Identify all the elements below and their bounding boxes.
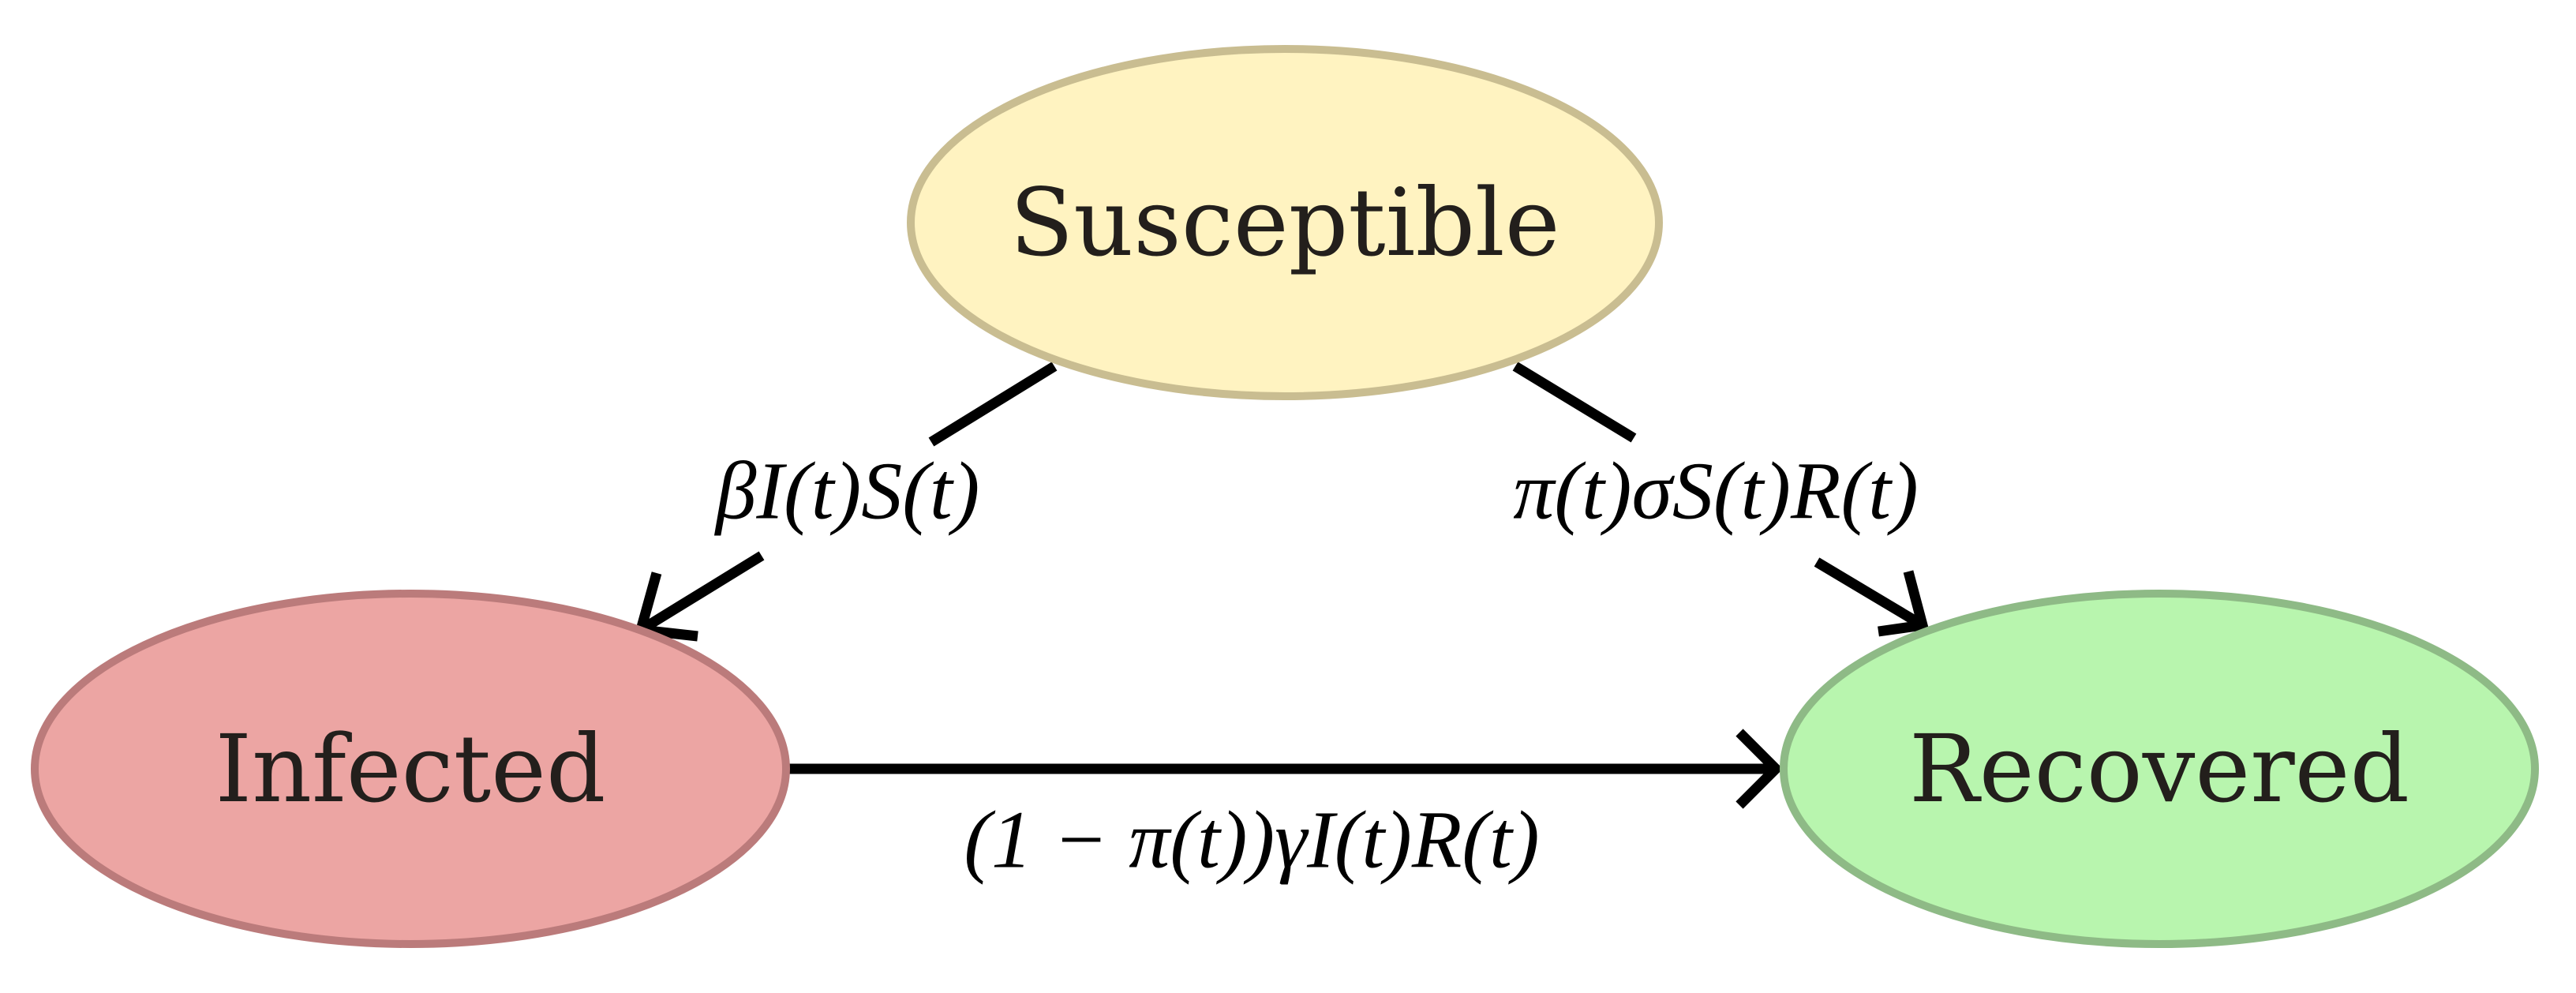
edge-line-segment: [1512, 362, 1637, 443]
edge-line-segment: [638, 551, 765, 635]
node-susceptible-label: Susceptible: [1009, 168, 1559, 277]
node-recovered[interactable]: Recovered: [1780, 590, 2539, 948]
node-recovered-ellipse: [1780, 590, 2539, 948]
arrowhead-icon: [1735, 729, 1784, 809]
edge-label-infection-rate: βI(t)S(t): [714, 446, 980, 537]
edge-infected-to-recovered: [789, 729, 1784, 809]
edge-line-segment: [928, 362, 1058, 447]
arrowhead-icon: [1878, 570, 1930, 637]
node-recovered-label: Recovered: [1909, 714, 2409, 823]
edge-label-immunization-rate: π(t)σS(t)R(t): [1513, 446, 1918, 537]
edge-susceptible-to-recovered: [1512, 362, 1930, 637]
node-infected-ellipse: [31, 590, 790, 948]
edge-line-segment: [1814, 557, 1926, 630]
node-susceptible[interactable]: Susceptible: [907, 45, 1663, 400]
node-susceptible-ellipse: [907, 45, 1663, 400]
node-infected-label: Infected: [215, 714, 606, 823]
edge-label-recovery-rate: (1 − π(t))γI(t)R(t): [964, 795, 1539, 886]
node-infected[interactable]: Infected: [31, 590, 790, 948]
